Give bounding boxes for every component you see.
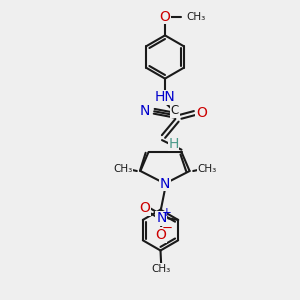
Text: H: H <box>168 137 178 151</box>
Text: CH₃: CH₃ <box>187 12 206 22</box>
Text: N: N <box>156 212 167 225</box>
Text: O: O <box>196 106 207 120</box>
Text: +: + <box>162 206 172 219</box>
Text: N: N <box>160 177 170 190</box>
Text: O: O <box>140 201 150 215</box>
Text: N: N <box>140 104 150 118</box>
Text: −: − <box>161 222 172 236</box>
Text: CH₃: CH₃ <box>113 164 133 174</box>
Text: O: O <box>155 228 166 242</box>
Text: CH₃: CH₃ <box>197 164 217 174</box>
Text: CH₃: CH₃ <box>152 263 171 274</box>
Text: O: O <box>159 10 170 24</box>
Text: HN: HN <box>154 90 176 104</box>
Text: C: C <box>171 104 179 117</box>
